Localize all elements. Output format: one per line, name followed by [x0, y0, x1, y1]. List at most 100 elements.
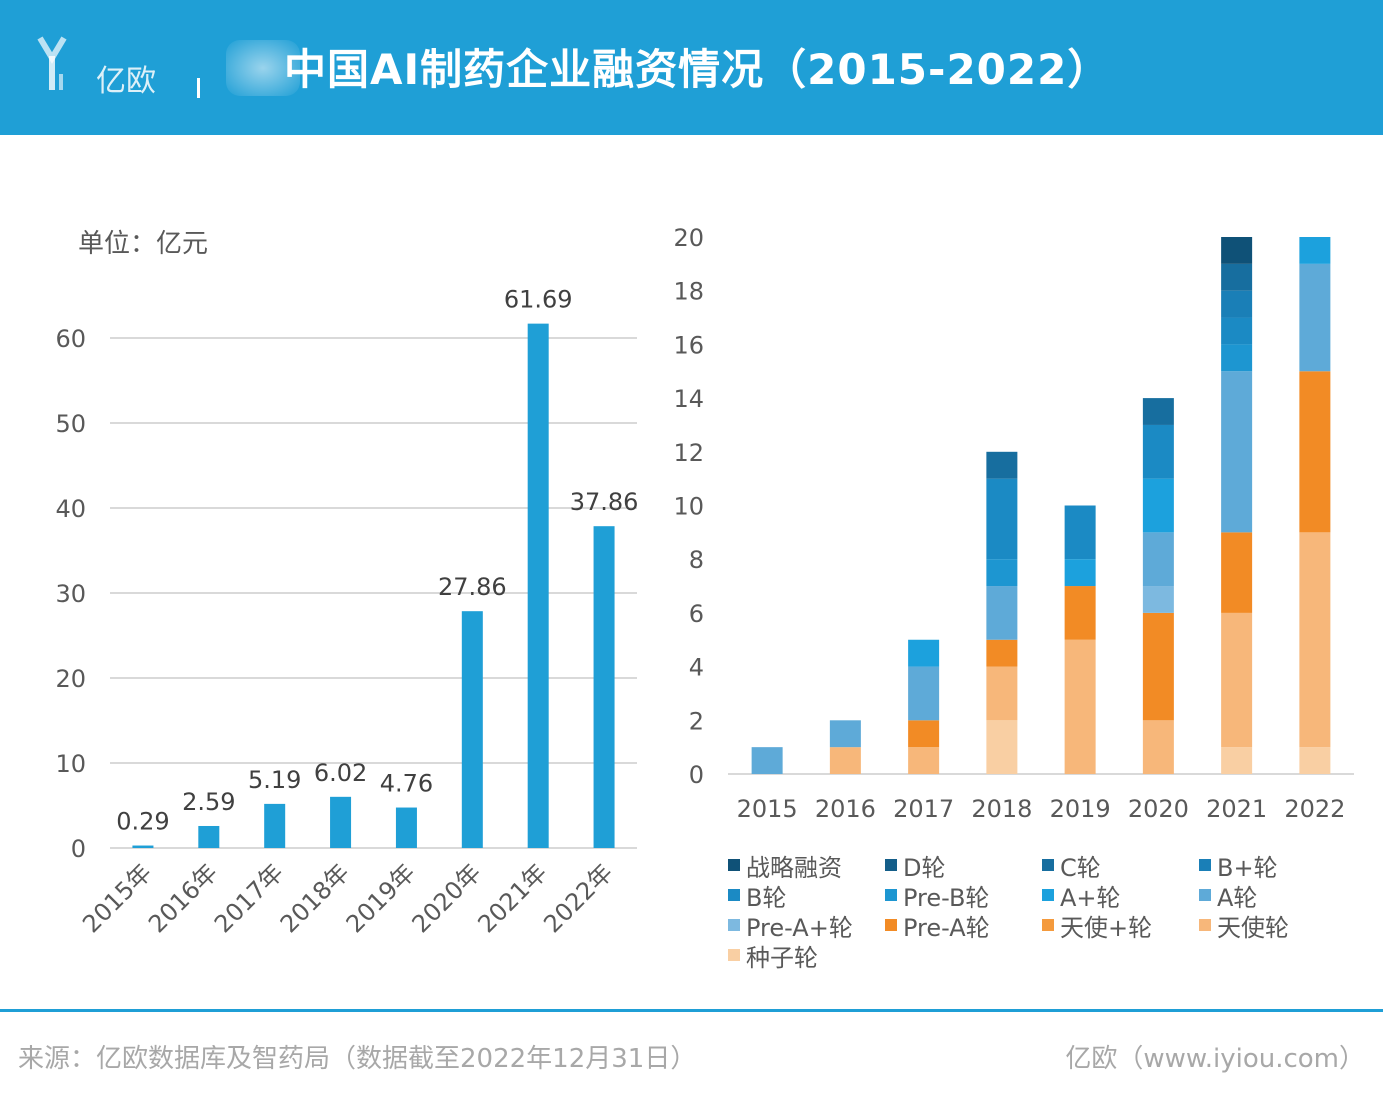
data-label: 61.69	[504, 286, 573, 314]
stack-segment	[1221, 747, 1253, 774]
stack-segment	[829, 747, 861, 774]
legend-label: 天使轮	[1217, 914, 1289, 942]
bar	[264, 803, 286, 848]
stack-segment	[908, 747, 940, 774]
stack-segment	[1142, 478, 1174, 533]
legend-label: A轮	[1217, 884, 1257, 912]
stack-segment	[908, 666, 940, 721]
x-tick-label: 2018年	[275, 858, 355, 938]
stack-segment	[1064, 505, 1096, 560]
legend-label: C轮	[1060, 854, 1101, 882]
stack-segment	[1064, 586, 1096, 640]
legend-label: Pre-B轮	[903, 884, 989, 912]
stack-segment	[1064, 559, 1096, 587]
y-tick-label: 20	[673, 224, 704, 252]
legend-swatch	[1199, 859, 1211, 871]
y-tick-label: 4	[689, 654, 704, 682]
y-tick-label: 30	[55, 580, 86, 608]
legend-label: A+轮	[1060, 884, 1121, 912]
legend-label: B轮	[746, 884, 786, 912]
legend-swatch	[1042, 919, 1054, 931]
stack-segment	[1221, 317, 1253, 345]
stack-segment	[1221, 371, 1253, 533]
legend-label: Pre-A轮	[903, 914, 990, 942]
bar	[198, 825, 220, 848]
data-label: 27.86	[438, 573, 507, 601]
x-tick-label: 2018	[971, 795, 1032, 823]
y-tick-label: 12	[673, 439, 704, 467]
x-tick-label: 2017	[893, 795, 954, 823]
data-label: 2.59	[182, 788, 235, 816]
bar	[527, 323, 549, 848]
x-tick-label: 2020	[1128, 795, 1189, 823]
y-tick-label: 20	[55, 665, 86, 693]
y-tick-label: 14	[673, 385, 704, 413]
legend-swatch	[885, 919, 897, 931]
x-tick-label: 2016年	[143, 858, 223, 938]
stack-segment	[1142, 720, 1174, 774]
y-tick-label: 40	[55, 495, 86, 523]
stack-segment	[1142, 398, 1174, 425]
stack-segment	[986, 639, 1018, 667]
bar	[461, 611, 483, 848]
stack-segment	[1221, 237, 1253, 264]
y-tick-label: 0	[689, 761, 704, 789]
logo-divider	[197, 78, 200, 98]
x-tick-label: 2015	[737, 795, 798, 823]
y-tick-label: 8	[689, 546, 704, 574]
legend-swatch	[1042, 889, 1054, 901]
x-tick-label: 2022年	[538, 858, 618, 938]
header-banner: 亿欧 中国AI制药企业融资情况（2015-2022）	[0, 0, 1383, 135]
stack-segment	[986, 586, 1018, 640]
bar	[132, 845, 154, 848]
yiou-logo-icon	[37, 36, 67, 90]
legend-label: 战略融资	[746, 854, 842, 882]
legend-label: D轮	[903, 854, 945, 882]
stack-segment	[1221, 290, 1253, 318]
y-tick-label: 6	[689, 600, 704, 628]
y-tick-label: 10	[55, 750, 86, 778]
stack-segment	[751, 747, 783, 774]
bar	[593, 526, 615, 848]
stack-segment	[1299, 263, 1331, 372]
x-tick-label: 2019	[1050, 795, 1111, 823]
x-tick-label: 2020年	[407, 858, 487, 938]
data-label: 37.86	[570, 488, 639, 516]
stack-segment	[1221, 344, 1253, 372]
stack-segment	[986, 666, 1018, 721]
y-tick-label: 10	[673, 493, 704, 521]
stack-segment	[986, 451, 1018, 479]
unit-label: 单位：亿元	[78, 229, 208, 259]
legend-swatch	[885, 859, 897, 871]
charts-canvas: 单位：亿元01020304050600.292015年2.592016年5.19…	[55, 224, 1354, 972]
stack-segment	[1142, 586, 1174, 613]
stack-segment	[1221, 263, 1253, 291]
stack-segment	[986, 720, 1018, 774]
stack-segment	[908, 639, 940, 667]
x-tick-label: 2016	[815, 795, 876, 823]
data-label: 5.19	[248, 766, 301, 794]
stack-segment	[1299, 532, 1331, 748]
stack-segment	[1142, 424, 1174, 479]
stack-segment	[1142, 612, 1174, 721]
legend-swatch	[1042, 859, 1054, 871]
y-tick-label: 60	[55, 325, 86, 353]
x-tick-label: 2015年	[77, 858, 157, 938]
data-label: 4.76	[380, 770, 433, 798]
yiou-logo: 亿欧	[36, 34, 186, 99]
legend-swatch	[728, 889, 740, 901]
stack-segment	[1142, 532, 1174, 587]
y-tick-label: 18	[673, 278, 704, 306]
x-tick-label: 2021年	[472, 858, 552, 938]
x-tick-label: 2022	[1284, 795, 1345, 823]
stack-segment	[829, 720, 861, 748]
data-label: 0.29	[116, 808, 169, 836]
stack-segment	[1064, 639, 1096, 774]
bar	[330, 796, 352, 848]
legend-swatch	[728, 859, 740, 871]
y-tick-label: 0	[71, 835, 86, 863]
source-note: 来源：亿欧数据库及智药局（数据截至2022年12月31日）	[18, 1044, 697, 1074]
stack-segment	[1221, 532, 1253, 613]
y-tick-label: 2	[689, 707, 704, 735]
legend-swatch	[1199, 889, 1211, 901]
